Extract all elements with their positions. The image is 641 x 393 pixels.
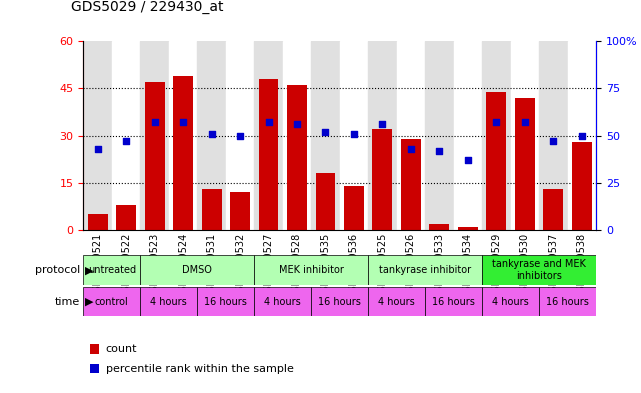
Bar bbox=[511, 41, 539, 230]
Text: untreated: untreated bbox=[88, 265, 136, 275]
Bar bbox=[539, 287, 596, 316]
Text: control: control bbox=[95, 297, 129, 307]
Text: 4 hours: 4 hours bbox=[378, 297, 415, 307]
Point bbox=[520, 119, 530, 125]
Point bbox=[206, 130, 217, 137]
Point bbox=[178, 119, 188, 125]
Bar bbox=[83, 287, 140, 316]
Bar bbox=[425, 41, 454, 230]
Bar bbox=[368, 287, 425, 316]
Bar bbox=[515, 98, 535, 230]
Text: 16 hours: 16 hours bbox=[546, 297, 589, 307]
Bar bbox=[169, 41, 197, 230]
Bar bbox=[372, 129, 392, 230]
Bar bbox=[230, 192, 250, 230]
Point bbox=[491, 119, 501, 125]
Text: ▶: ▶ bbox=[85, 265, 93, 275]
Point bbox=[263, 119, 274, 125]
Bar bbox=[368, 41, 397, 230]
Bar bbox=[312, 41, 340, 230]
Bar bbox=[397, 41, 425, 230]
Bar bbox=[283, 41, 312, 230]
Bar bbox=[254, 255, 368, 285]
Bar bbox=[116, 205, 136, 230]
Bar bbox=[482, 41, 511, 230]
Text: 4 hours: 4 hours bbox=[492, 297, 529, 307]
Bar bbox=[145, 82, 165, 230]
Bar bbox=[312, 287, 368, 316]
Text: time: time bbox=[55, 297, 80, 307]
Point bbox=[320, 129, 331, 135]
Bar bbox=[315, 173, 335, 230]
Point bbox=[149, 119, 160, 125]
Text: DMSO: DMSO bbox=[182, 265, 212, 275]
Bar bbox=[112, 41, 140, 230]
Bar bbox=[425, 287, 482, 316]
Text: tankyrase inhibitor: tankyrase inhibitor bbox=[379, 265, 471, 275]
Bar bbox=[482, 287, 539, 316]
Bar bbox=[568, 41, 596, 230]
Point bbox=[349, 130, 359, 137]
Bar bbox=[287, 85, 307, 230]
Bar bbox=[140, 255, 254, 285]
Bar bbox=[254, 41, 283, 230]
Point bbox=[292, 121, 302, 127]
Bar bbox=[429, 224, 449, 230]
Point bbox=[435, 147, 445, 154]
Bar bbox=[254, 287, 312, 316]
Bar bbox=[539, 41, 568, 230]
Bar bbox=[458, 227, 478, 230]
Text: 4 hours: 4 hours bbox=[264, 297, 301, 307]
Bar bbox=[226, 41, 254, 230]
Point bbox=[378, 121, 388, 127]
Bar bbox=[173, 76, 193, 230]
Text: count: count bbox=[106, 344, 137, 354]
Bar bbox=[401, 139, 421, 230]
Point bbox=[548, 138, 558, 144]
Text: 4 hours: 4 hours bbox=[151, 297, 187, 307]
Point bbox=[463, 157, 473, 163]
Text: MEK inhibitor: MEK inhibitor bbox=[279, 265, 344, 275]
Bar bbox=[197, 287, 254, 316]
Point bbox=[577, 132, 587, 139]
Bar bbox=[572, 142, 592, 230]
Bar bbox=[201, 189, 222, 230]
Text: 16 hours: 16 hours bbox=[204, 297, 247, 307]
Point bbox=[92, 146, 103, 152]
Point bbox=[235, 132, 245, 139]
Bar bbox=[197, 41, 226, 230]
Bar bbox=[340, 41, 368, 230]
Bar bbox=[140, 41, 169, 230]
Bar bbox=[344, 186, 364, 230]
Point bbox=[406, 146, 416, 152]
Bar bbox=[258, 79, 278, 230]
Bar bbox=[368, 255, 482, 285]
Bar bbox=[482, 255, 596, 285]
Bar bbox=[88, 214, 108, 230]
Bar bbox=[544, 189, 563, 230]
Bar bbox=[487, 92, 506, 230]
Bar bbox=[83, 255, 140, 285]
Text: tankyrase and MEK
inhibitors: tankyrase and MEK inhibitors bbox=[492, 259, 586, 281]
Text: GDS5029 / 229430_at: GDS5029 / 229430_at bbox=[71, 0, 223, 14]
Bar bbox=[83, 41, 112, 230]
Point bbox=[121, 138, 131, 144]
Text: protocol: protocol bbox=[35, 265, 80, 275]
Bar bbox=[140, 287, 197, 316]
Bar bbox=[454, 41, 482, 230]
Text: 16 hours: 16 hours bbox=[432, 297, 475, 307]
Text: percentile rank within the sample: percentile rank within the sample bbox=[106, 364, 294, 374]
Text: ▶: ▶ bbox=[85, 297, 93, 307]
Text: 16 hours: 16 hours bbox=[319, 297, 361, 307]
